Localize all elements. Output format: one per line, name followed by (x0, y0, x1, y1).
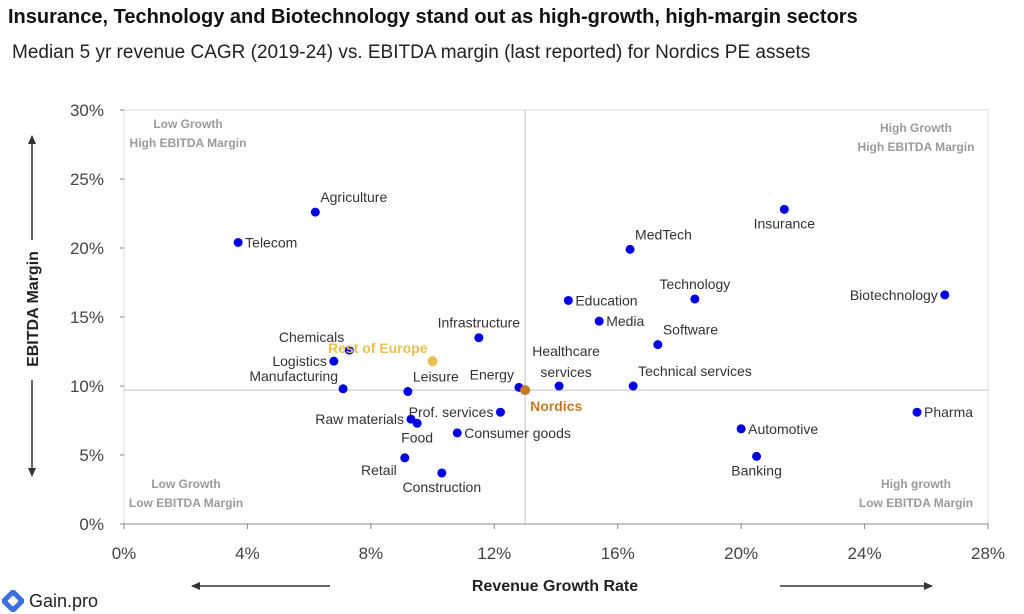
chart-subtitle: Median 5 yr revenue CAGR (2019-24) vs. E… (12, 42, 811, 63)
data-label: Food (401, 429, 433, 445)
data-label: Media (606, 313, 644, 329)
highlight-point[interactable] (520, 385, 531, 396)
data-point[interactable] (233, 237, 243, 247)
x-axis-label: Revenue Growth Rate (472, 578, 638, 595)
plot-frame (123, 109, 989, 525)
data-point[interactable] (563, 295, 573, 305)
data-point[interactable] (412, 418, 422, 428)
data-point[interactable] (736, 424, 746, 434)
x-tick-label: 4% (235, 544, 260, 563)
data-point[interactable] (400, 453, 410, 463)
data-label: Technology (659, 276, 730, 292)
highlight-point[interactable] (427, 356, 438, 367)
data-label: Prof. services (409, 404, 494, 420)
data-label: Energy (470, 366, 514, 382)
data-label: Education (575, 292, 637, 308)
data-point[interactable] (653, 340, 663, 350)
y-tick-label: 20% (70, 239, 104, 258)
brand-logo: Gain.pro (2, 590, 98, 612)
highlight-label: Nordics (530, 398, 582, 414)
x-tick-label: 16% (601, 544, 635, 563)
data-label-line: Healthcare (532, 343, 600, 359)
data-label: Raw materials (315, 411, 404, 427)
quadrant-label-top-left: Low Growth (153, 117, 222, 131)
data-point[interactable] (912, 407, 922, 417)
brand-name: Gain.pro (29, 590, 99, 611)
data-point[interactable] (495, 407, 505, 417)
data-label: Retail (361, 462, 397, 478)
data-point[interactable] (437, 468, 447, 478)
data-label-line: services (540, 364, 591, 380)
y-tick-label: 10% (70, 377, 104, 396)
quadrant-label-bottom-right: High growth (881, 477, 951, 491)
quadrant-label-bottom-left: Low Growth (151, 477, 220, 491)
y-tick-label: 5% (79, 446, 104, 465)
data-label: Banking (731, 462, 782, 478)
data-point[interactable] (474, 333, 484, 343)
x-tick-label: 20% (724, 544, 758, 563)
x-tick-label: 8% (359, 544, 384, 563)
x-tick-label: 28% (971, 544, 1005, 563)
chart-title: Insurance, Technology and Biotechnology … (8, 6, 858, 28)
gain-logo-icon (2, 590, 24, 612)
data-label: Agriculture (320, 189, 387, 205)
data-label: Consumer goods (464, 425, 571, 441)
x-tick-label: 24% (848, 544, 882, 563)
quadrant-label-top-right: High EBITDA Margin (858, 140, 975, 154)
y-tick-label: 30% (70, 101, 104, 120)
data-label: Manufacturing (249, 368, 338, 384)
data-label: Biotechnology (850, 287, 938, 303)
data-point[interactable] (310, 207, 320, 217)
data-label: Leisure (413, 369, 459, 385)
y-tick-label: 0% (79, 515, 104, 534)
x-tick-label: 12% (477, 544, 511, 563)
data-label: Automotive (748, 421, 818, 437)
data-label: Chemicals (279, 329, 344, 345)
data-point[interactable] (940, 290, 950, 300)
quadrant-label-top-left: High EBITDA Margin (130, 136, 247, 150)
data-label: Construction (403, 479, 482, 495)
y-tick-label: 25% (70, 170, 104, 189)
data-label: Software (663, 322, 718, 338)
quadrant-label-bottom-right: Low EBITDA Margin (859, 496, 973, 510)
x-tick-label: 0% (112, 544, 137, 563)
data-point[interactable] (690, 294, 700, 304)
y-tick-label: 15% (70, 308, 104, 327)
data-point[interactable] (329, 356, 339, 366)
data-point[interactable] (344, 345, 354, 355)
data-label: Logistics (272, 353, 326, 369)
data-label: Telecom (245, 234, 297, 250)
data-label: Pharma (924, 404, 973, 420)
y-axis-label: EBITDA Margin (25, 251, 42, 367)
data-point[interactable] (338, 384, 348, 394)
data-point[interactable] (594, 316, 604, 326)
data-label: Insurance (754, 215, 816, 231)
data-label: Healthcare services (532, 343, 600, 380)
data-point[interactable] (628, 381, 638, 391)
data-point[interactable] (554, 381, 564, 391)
data-point[interactable] (752, 451, 762, 461)
data-label: Technical services (638, 363, 752, 379)
data-point[interactable] (452, 428, 462, 438)
data-point[interactable] (779, 204, 789, 214)
quadrant-label-bottom-left: Low EBITDA Margin (129, 496, 243, 510)
highlight-label: Rest of Europe (328, 340, 428, 356)
quadrant-label-top-right: High Growth (880, 121, 952, 135)
data-point[interactable] (625, 244, 635, 254)
data-label: Infrastructure (438, 315, 521, 331)
data-label: MedTech (635, 226, 692, 242)
data-point[interactable] (403, 387, 413, 397)
